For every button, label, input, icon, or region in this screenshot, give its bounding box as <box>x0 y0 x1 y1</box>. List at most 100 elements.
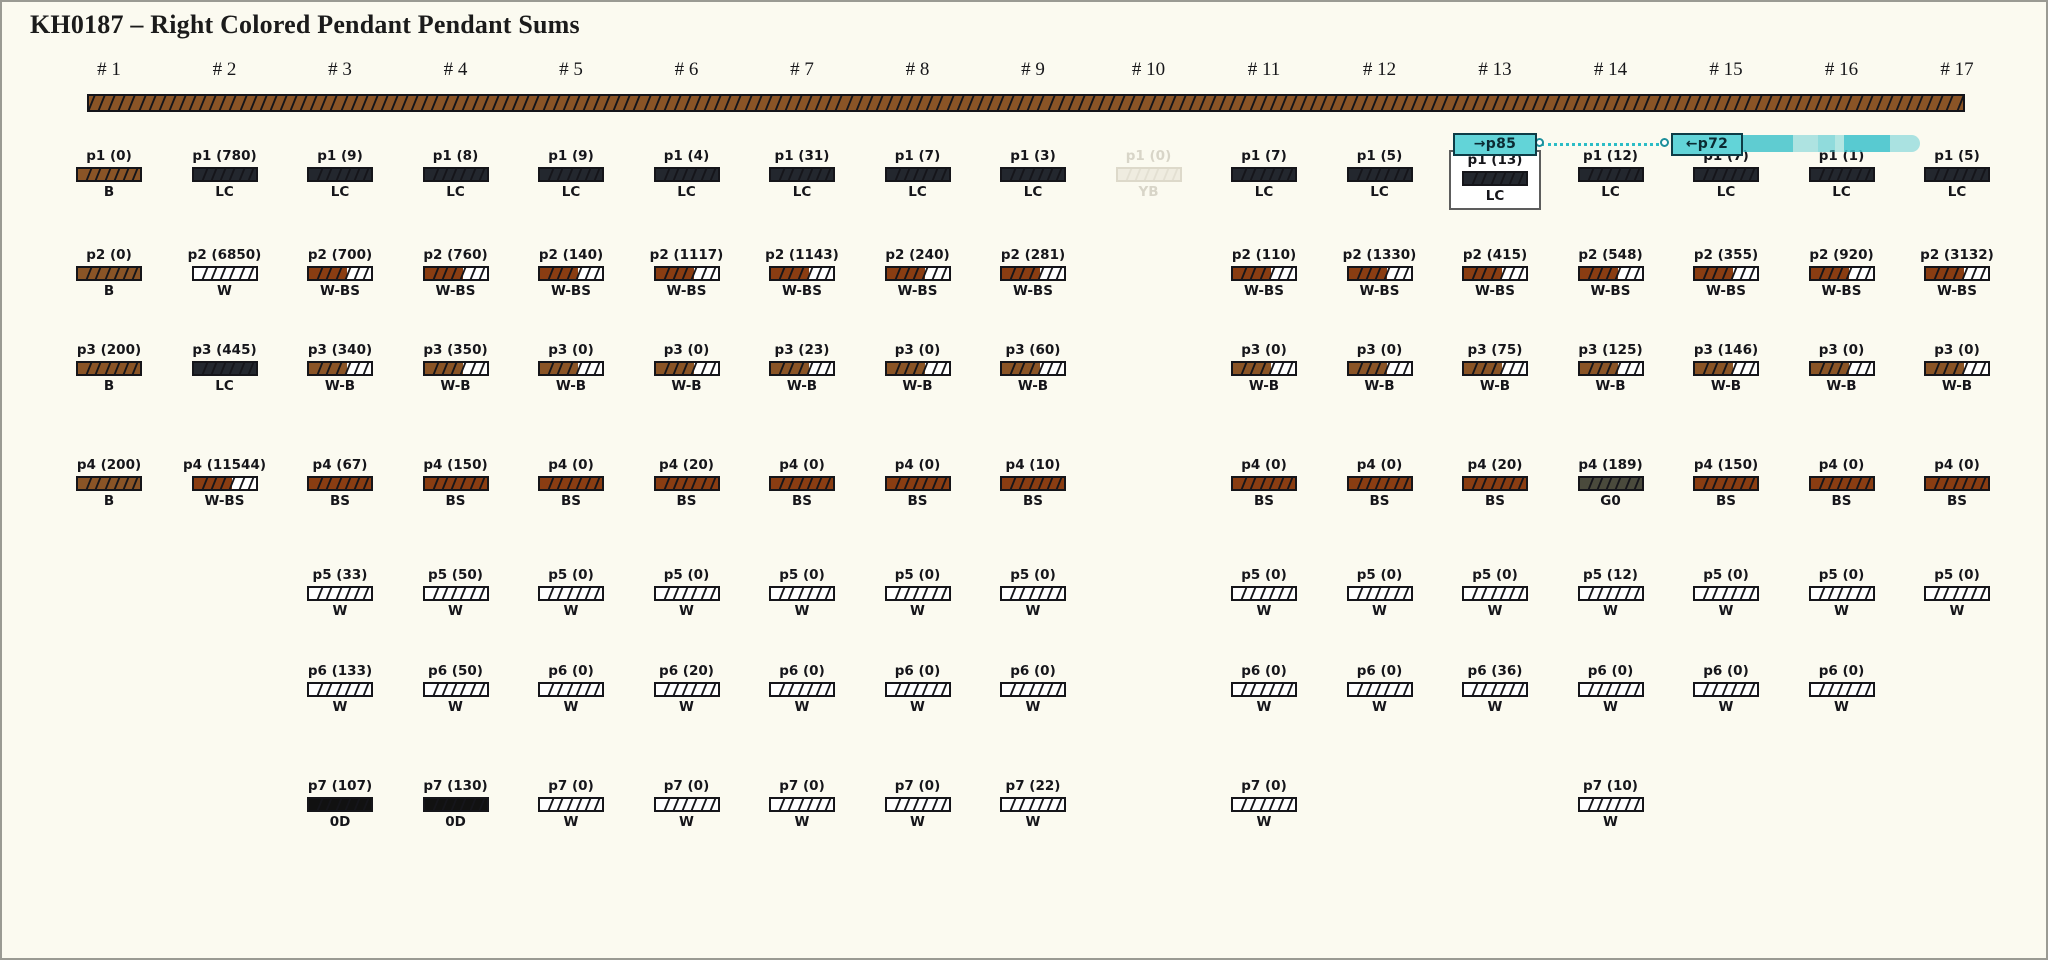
pendant-color-swatch[interactable] <box>1924 265 1990 281</box>
pendant-color-swatch[interactable] <box>191 360 258 376</box>
pendant-cell-p2-c7[interactable]: p2 (1143) W-BS <box>750 248 854 298</box>
pendant-cell-p5-c12[interactable]: p5 (0) W <box>1328 568 1432 618</box>
pendant-color-swatch[interactable] <box>307 796 373 812</box>
pendant-cell-p5-c15[interactable]: p5 (0) W <box>1674 568 1778 618</box>
pendant-color-swatch[interactable] <box>653 166 720 182</box>
pendant-color-swatch[interactable] <box>422 360 489 376</box>
pendant-cell-p2-c5[interactable]: p2 (140) W-BS <box>519 248 623 298</box>
pendant-color-swatch[interactable] <box>1924 360 1990 376</box>
pendant-color-swatch[interactable] <box>307 265 373 281</box>
pendant-color-swatch[interactable] <box>1924 166 1990 182</box>
pendant-cell-p7-c5[interactable]: p7 (0) W <box>519 779 623 829</box>
pendant-cell-p4-c6[interactable]: p4 (20) BS <box>635 458 739 508</box>
primary-cord[interactable] <box>87 94 1965 112</box>
pendant-cell-p4-c7[interactable]: p4 (0) BS <box>750 458 854 508</box>
pendant-color-swatch[interactable] <box>76 475 142 491</box>
pendant-color-swatch[interactable] <box>1462 265 1528 281</box>
pendant-color-swatch[interactable] <box>769 796 835 812</box>
pendant-color-swatch[interactable] <box>1462 585 1528 601</box>
pendant-color-swatch[interactable] <box>1231 585 1297 601</box>
pendant-cell-p4-c14[interactable]: p4 (189) G0 <box>1559 458 1663 508</box>
pendant-cell-p6-c15[interactable]: p6 (0) W <box>1674 664 1778 714</box>
pendant-cell-p1-c17[interactable]: p1 (5) LC <box>1905 149 2009 199</box>
pendant-color-swatch[interactable] <box>769 475 835 491</box>
pendant-cell-p3-c1[interactable]: p3 (200) B <box>57 343 161 393</box>
pendant-cell-p1-c6[interactable]: p1 (4) LC <box>635 149 739 199</box>
pendant-color-swatch[interactable] <box>538 585 604 601</box>
pendant-color-swatch[interactable] <box>1115 166 1182 182</box>
pendant-cell-p7-c14[interactable]: p7 (10) W <box>1559 779 1663 829</box>
pendant-cell-p1-c16[interactable]: p1 (1) LC <box>1790 149 1894 199</box>
pendant-color-swatch[interactable] <box>1000 585 1066 601</box>
pendant-color-swatch[interactable] <box>1693 265 1759 281</box>
pendant-cell-p4-c4[interactable]: p4 (150) BS <box>404 458 508 508</box>
pendant-color-swatch[interactable] <box>1924 475 1990 491</box>
pendant-color-swatch[interactable] <box>1577 265 1644 281</box>
pendant-color-swatch[interactable] <box>1577 475 1644 491</box>
pendant-cell-p7-c7[interactable]: p7 (0) W <box>750 779 854 829</box>
pendant-color-swatch[interactable] <box>884 360 951 376</box>
pendant-cell-p6-c3[interactable]: p6 (133) W <box>288 664 392 714</box>
pendant-color-swatch[interactable] <box>422 585 489 601</box>
pendant-cell-p4-c11[interactable]: p4 (0) BS <box>1212 458 1316 508</box>
pendant-color-swatch[interactable] <box>1231 265 1297 281</box>
pendant-cell-p5-c9[interactable]: p5 (0) W <box>981 568 1085 618</box>
pendant-color-swatch[interactable] <box>1808 166 1875 182</box>
pendant-cell-p4-c8[interactable]: p4 (0) BS <box>866 458 970 508</box>
pendant-cell-p2-c9[interactable]: p2 (281) W-BS <box>981 248 1085 298</box>
pendant-color-swatch[interactable] <box>191 265 258 281</box>
pendant-color-swatch[interactable] <box>538 475 604 491</box>
pendant-color-swatch[interactable] <box>307 681 373 697</box>
pendant-cell-p7-c9[interactable]: p7 (22) W <box>981 779 1085 829</box>
pendant-cell-p2-c14[interactable]: p2 (548) W-BS <box>1559 248 1663 298</box>
pendant-color-swatch[interactable] <box>1000 475 1066 491</box>
pendant-color-swatch[interactable] <box>1577 796 1644 812</box>
pendant-cell-p5-c7[interactable]: p5 (0) W <box>750 568 854 618</box>
pendant-color-swatch[interactable] <box>1462 681 1528 697</box>
pendant-color-swatch[interactable] <box>1000 265 1066 281</box>
pendant-cell-p1-c5[interactable]: p1 (9) LC <box>519 149 623 199</box>
pendant-cell-p4-c13[interactable]: p4 (20) BS <box>1443 458 1547 508</box>
pendant-color-swatch[interactable] <box>1231 681 1297 697</box>
pendant-color-swatch[interactable] <box>1577 681 1644 697</box>
pendant-color-swatch[interactable] <box>1000 796 1066 812</box>
pendant-color-swatch[interactable] <box>1808 585 1875 601</box>
pendant-cell-p3-c16[interactable]: p3 (0) W-B <box>1790 343 1894 393</box>
pendant-cell-p6-c11[interactable]: p6 (0) W <box>1212 664 1316 714</box>
pendant-cell-p3-c3[interactable]: p3 (340) W-B <box>288 343 392 393</box>
pendant-cell-p6-c7[interactable]: p6 (0) W <box>750 664 854 714</box>
pendant-cell-p2-c6[interactable]: p2 (1117) W-BS <box>635 248 739 298</box>
pendant-cell-p4-c17[interactable]: p4 (0) BS <box>1905 458 2009 508</box>
pendant-cell-p6-c8[interactable]: p6 (0) W <box>866 664 970 714</box>
pendant-color-swatch[interactable] <box>884 796 951 812</box>
pendant-color-swatch[interactable] <box>538 796 604 812</box>
pendant-color-swatch[interactable] <box>884 166 951 182</box>
pendant-cell-p3-c11[interactable]: p3 (0) W-B <box>1212 343 1316 393</box>
pendant-color-swatch[interactable] <box>422 166 489 182</box>
pendant-cell-p3-c13[interactable]: p3 (75) W-B <box>1443 343 1547 393</box>
pendant-color-swatch[interactable] <box>307 166 373 182</box>
annotation-target-tag[interactable]: ←p72 <box>1671 133 1743 156</box>
pendant-color-swatch[interactable] <box>422 796 489 812</box>
pendant-color-swatch[interactable] <box>884 265 951 281</box>
pendant-color-swatch[interactable] <box>1577 360 1644 376</box>
pendant-cell-p5-c17[interactable]: p5 (0) W <box>1905 568 2009 618</box>
pendant-cell-p5-c8[interactable]: p5 (0) W <box>866 568 970 618</box>
pendant-cell-p1-c12[interactable]: p1 (5) LC <box>1328 149 1432 199</box>
pendant-cell-p4-c16[interactable]: p4 (0) BS <box>1790 458 1894 508</box>
pendant-color-swatch[interactable] <box>1808 681 1875 697</box>
pendant-color-swatch[interactable] <box>422 265 489 281</box>
pendant-color-swatch[interactable] <box>884 475 951 491</box>
pendant-cell-p6-c14[interactable]: p6 (0) W <box>1559 664 1663 714</box>
pendant-cell-p2-c8[interactable]: p2 (240) W-BS <box>866 248 970 298</box>
pendant-cell-p4-c9[interactable]: p4 (10) BS <box>981 458 1085 508</box>
pendant-cell-p3-c5[interactable]: p3 (0) W-B <box>519 343 623 393</box>
pendant-cell-p3-c2[interactable]: p3 (445) LC <box>173 343 277 393</box>
pendant-color-swatch[interactable] <box>653 475 720 491</box>
pendant-cell-p6-c9[interactable]: p6 (0) W <box>981 664 1085 714</box>
pendant-color-swatch[interactable] <box>769 166 835 182</box>
annotation-node-target[interactable] <box>1660 138 1669 147</box>
pendant-color-swatch[interactable] <box>1577 166 1644 182</box>
pendant-cell-p4-c12[interactable]: p4 (0) BS <box>1328 458 1432 508</box>
pendant-cell-p6-c16[interactable]: p6 (0) W <box>1790 664 1894 714</box>
